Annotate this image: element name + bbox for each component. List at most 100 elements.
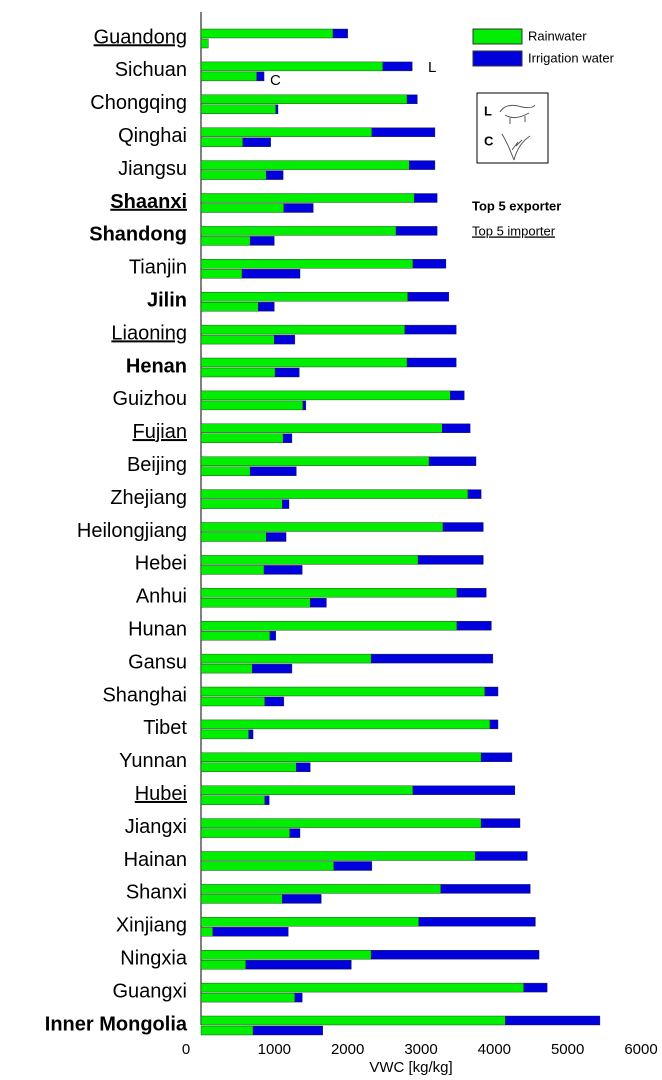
bar-segment [200,226,397,236]
bar-segment [200,1025,254,1036]
bar-segment [200,663,253,674]
bar-segment [258,302,275,312]
bar-segment [242,137,271,147]
bar-segment [200,795,265,805]
bar-segment [200,861,334,871]
bar-segment [200,466,251,476]
bar-segment [412,259,447,269]
bar-segment [296,762,311,772]
bar-segment [200,28,334,39]
bar-segment [200,193,415,203]
category-label: Zhejiang [110,487,187,509]
bar-segment [264,696,285,707]
bar-segment [412,785,516,795]
bar-segment [200,729,249,740]
bar-segment [200,1015,506,1026]
legend-swatch-rain [472,28,523,45]
category-label: Fujian [133,421,187,443]
bar-segment [442,522,484,532]
bar-segment [282,894,322,904]
x-tick-label: 5000 [551,1041,584,1058]
category-label: Hebei [135,553,187,575]
category-label: Hubei [135,783,187,805]
bar-segment [200,170,267,180]
bar-segment [212,927,289,937]
bar-segment [200,259,414,269]
bar-segment [200,917,420,927]
category-label: Sichuan [115,59,187,81]
bar-segment [200,982,524,993]
bar-segment [200,588,458,598]
bar-segment [200,203,285,213]
bar-segment [475,851,528,861]
bar-segment [264,795,270,805]
bar-segment [200,992,296,1003]
bar-segment [274,367,300,378]
x-tick-label: 0 [182,1041,190,1058]
bar-segment [371,127,436,137]
bar-segment [404,324,457,335]
bar-segment [333,861,373,871]
bar-segment [248,729,254,740]
category-label: Jiangsu [118,158,187,180]
bar-segment [252,1025,323,1036]
bar-segment [467,489,482,499]
category-label: Inner Mongolia [45,1013,188,1035]
bar-segment [245,960,352,970]
bar-segment [200,950,372,960]
legend-label: Irrigation water [528,50,615,65]
category-label: Shanxi [126,882,187,904]
bar-segment [200,631,271,641]
legend-swatch-irr [472,50,523,67]
category-label: Chongqing [90,92,187,114]
category-label: Heilongjiang [77,520,187,542]
bar-segment [200,752,482,762]
bar-segment [275,104,279,115]
bar-segment [200,367,276,378]
bar-segment [200,302,259,312]
bar-segment [200,456,430,466]
bar-segment [200,598,311,608]
category-label: Anhui [136,586,187,608]
bar-segment [417,555,484,565]
bar-segment [274,334,296,345]
bar-segment [200,160,410,170]
bar-segment [200,236,251,246]
bar-segment [480,752,513,762]
bar-segment [200,400,304,411]
bar-segment [200,269,243,279]
bar-segment [256,71,265,82]
bar-segment [266,170,284,180]
icon-label: C [484,133,494,148]
bar-segment [266,532,287,542]
bar-segment [200,828,290,838]
bar-segment [456,621,492,631]
importer-note: Top 5 importer [472,223,556,238]
bar-segment [418,917,536,927]
bar-segment [200,104,277,115]
bar-segment [414,193,438,203]
category-label: Tianjin [129,257,187,279]
bar-segment [282,499,290,509]
x-axis-label: VWC [kg/kg] [369,1059,452,1076]
bar-segment [442,423,471,433]
category-label: Guandong [94,26,187,48]
bar-segment [200,489,469,499]
bar-segment [249,236,275,246]
bar-segment [200,423,443,433]
bar-segment [200,851,476,861]
icon-box: L C [476,92,549,164]
bar-segment [382,61,413,72]
bar-segment [200,894,283,904]
bar-segment [269,631,276,641]
category-label: Shandong [89,224,187,246]
bar-segment [200,71,257,82]
bar-segment [450,390,465,401]
bar-segment [406,94,418,105]
x-tick-label: 3000 [404,1041,437,1058]
x-tick-label: 1000 [258,1041,291,1058]
bar-segment [200,137,243,147]
category-label: Jiangxi [125,816,187,838]
category-label: Hunan [128,618,187,640]
category-label: Henan [126,355,187,377]
